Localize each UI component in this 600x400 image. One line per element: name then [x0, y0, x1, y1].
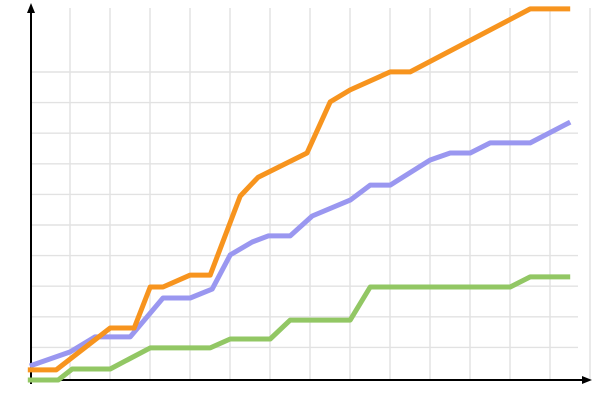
y-axis-arrow-icon [27, 3, 35, 13]
data-series [27, 6, 572, 383]
purple-series-line [28, 119, 572, 369]
green-series-line [27, 274, 571, 383]
x-axis-arrow-icon [582, 376, 592, 384]
gridlines [31, 8, 591, 380]
orange-series-line [27, 6, 571, 373]
axes [27, 3, 592, 384]
